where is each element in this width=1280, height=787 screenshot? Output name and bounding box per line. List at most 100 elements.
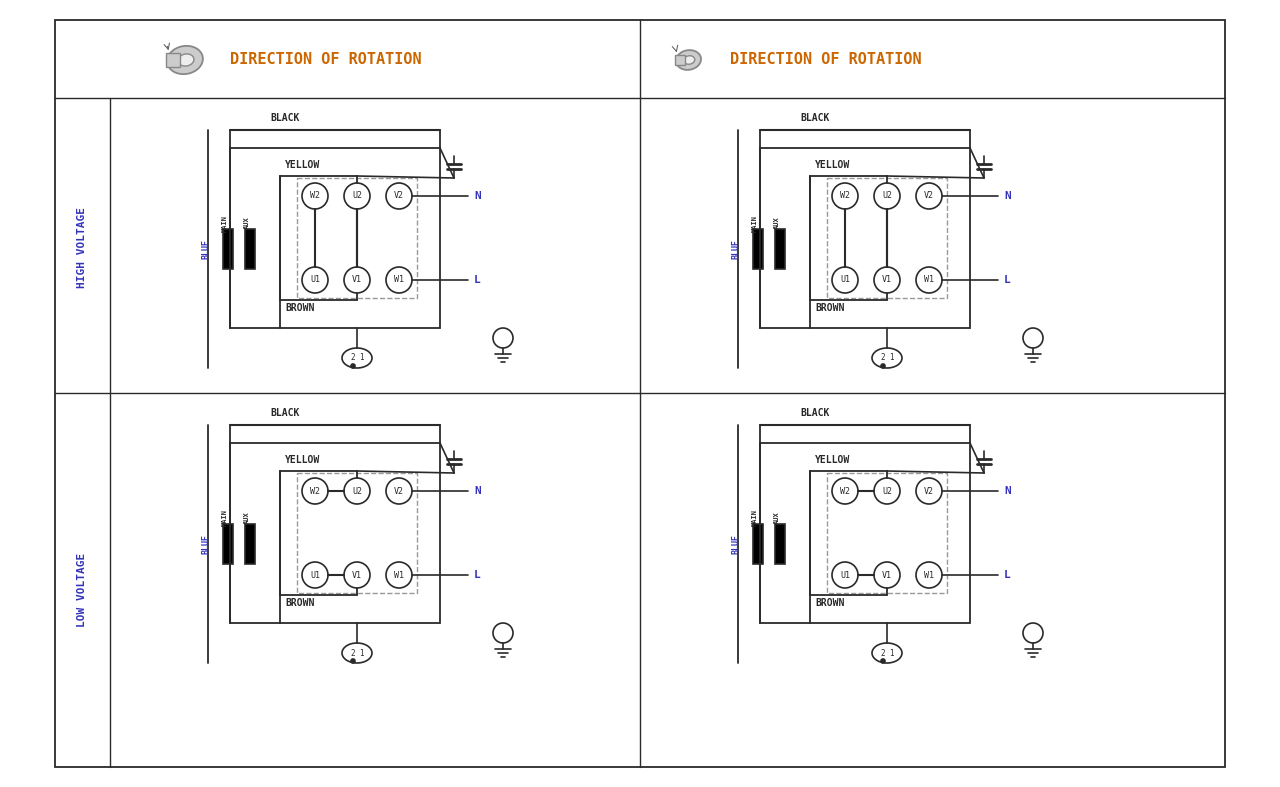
Text: N: N xyxy=(1004,486,1011,496)
Bar xyxy=(244,229,255,269)
Text: L: L xyxy=(474,570,481,580)
Text: AUX: AUX xyxy=(774,512,780,524)
Circle shape xyxy=(387,267,412,293)
Text: U2: U2 xyxy=(882,191,892,201)
Bar xyxy=(230,148,440,328)
Text: V1: V1 xyxy=(352,571,362,579)
Bar xyxy=(166,53,180,67)
Text: N: N xyxy=(474,486,481,496)
Text: YELLOW: YELLOW xyxy=(815,160,850,170)
Ellipse shape xyxy=(684,56,695,65)
Circle shape xyxy=(302,183,328,209)
Circle shape xyxy=(387,183,412,209)
Circle shape xyxy=(302,267,328,293)
Text: BLUE: BLUE xyxy=(731,239,741,259)
Bar xyxy=(774,524,785,564)
Circle shape xyxy=(344,562,370,588)
Text: V1: V1 xyxy=(352,275,362,284)
Text: 1: 1 xyxy=(888,353,893,363)
Circle shape xyxy=(916,562,942,588)
Text: L: L xyxy=(1004,570,1011,580)
Ellipse shape xyxy=(872,348,902,368)
Text: N: N xyxy=(1004,191,1011,201)
Text: U2: U2 xyxy=(352,486,362,496)
Bar xyxy=(753,524,763,564)
Text: N: N xyxy=(474,191,481,201)
Text: YELLOW: YELLOW xyxy=(815,455,850,465)
Circle shape xyxy=(916,478,942,504)
Circle shape xyxy=(344,183,370,209)
Circle shape xyxy=(1023,328,1043,348)
Text: L: L xyxy=(1004,275,1011,285)
Text: BROWN: BROWN xyxy=(815,598,845,608)
Text: 1: 1 xyxy=(358,353,364,363)
Circle shape xyxy=(387,478,412,504)
Bar xyxy=(297,178,417,298)
Text: L: L xyxy=(474,275,481,285)
Bar xyxy=(297,473,417,593)
Circle shape xyxy=(832,562,858,588)
Circle shape xyxy=(874,562,900,588)
Bar xyxy=(676,55,685,65)
Text: 2: 2 xyxy=(881,648,886,657)
Text: DIRECTION OF ROTATION: DIRECTION OF ROTATION xyxy=(230,53,421,68)
Text: MAIN: MAIN xyxy=(753,509,758,527)
Text: W2: W2 xyxy=(840,191,850,201)
Circle shape xyxy=(493,623,513,643)
Circle shape xyxy=(832,478,858,504)
Text: 1: 1 xyxy=(358,648,364,657)
Bar xyxy=(774,229,785,269)
Circle shape xyxy=(387,562,412,588)
Text: V2: V2 xyxy=(394,191,404,201)
Circle shape xyxy=(874,478,900,504)
Ellipse shape xyxy=(342,643,372,663)
Text: 1: 1 xyxy=(888,648,893,657)
Text: W2: W2 xyxy=(310,486,320,496)
Text: U2: U2 xyxy=(882,486,892,496)
Ellipse shape xyxy=(342,348,372,368)
Text: V2: V2 xyxy=(924,191,934,201)
Ellipse shape xyxy=(178,54,195,66)
Bar xyxy=(223,524,233,564)
Circle shape xyxy=(832,267,858,293)
Text: W2: W2 xyxy=(310,191,320,201)
Bar xyxy=(827,178,947,298)
Text: BLACK: BLACK xyxy=(800,408,829,418)
Text: LOW VOLTAGE: LOW VOLTAGE xyxy=(77,553,87,627)
Circle shape xyxy=(302,478,328,504)
Text: U1: U1 xyxy=(840,571,850,579)
Text: BROWN: BROWN xyxy=(815,303,845,313)
Ellipse shape xyxy=(168,46,204,74)
Circle shape xyxy=(351,364,355,368)
Text: BROWN: BROWN xyxy=(285,598,315,608)
Circle shape xyxy=(344,478,370,504)
Circle shape xyxy=(344,267,370,293)
Circle shape xyxy=(874,183,900,209)
Text: V2: V2 xyxy=(924,486,934,496)
Text: V2: V2 xyxy=(394,486,404,496)
Circle shape xyxy=(916,183,942,209)
Circle shape xyxy=(1023,623,1043,643)
Text: U1: U1 xyxy=(310,571,320,579)
Bar xyxy=(827,473,947,593)
Text: 2: 2 xyxy=(351,648,356,657)
Text: W1: W1 xyxy=(394,571,404,579)
Text: U2: U2 xyxy=(352,191,362,201)
Circle shape xyxy=(302,562,328,588)
Text: AUX: AUX xyxy=(244,512,250,524)
Text: MAIN: MAIN xyxy=(221,215,228,231)
Text: V1: V1 xyxy=(882,275,892,284)
Text: HIGH VOLTAGE: HIGH VOLTAGE xyxy=(77,206,87,287)
Bar xyxy=(244,524,255,564)
Bar xyxy=(753,229,763,269)
Text: AUX: AUX xyxy=(774,216,780,229)
Bar xyxy=(760,443,970,623)
Text: DIRECTION OF ROTATION: DIRECTION OF ROTATION xyxy=(730,53,922,68)
Circle shape xyxy=(881,659,884,663)
Text: W1: W1 xyxy=(924,571,934,579)
Text: W2: W2 xyxy=(840,486,850,496)
Circle shape xyxy=(351,659,355,663)
Text: YELLOW: YELLOW xyxy=(285,455,320,465)
Circle shape xyxy=(881,364,884,368)
Text: U1: U1 xyxy=(840,275,850,284)
